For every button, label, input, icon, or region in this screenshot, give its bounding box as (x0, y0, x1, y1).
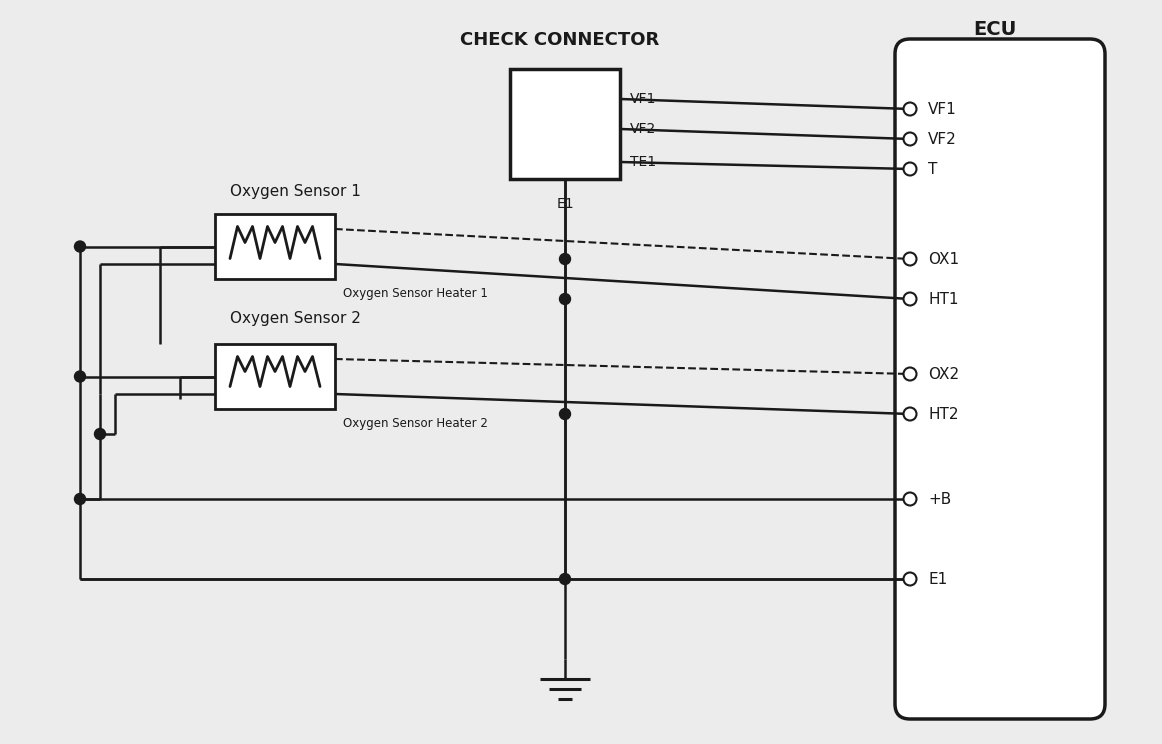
Circle shape (559, 574, 571, 585)
Circle shape (904, 162, 917, 176)
Text: Oxygen Sensor Heater 2: Oxygen Sensor Heater 2 (343, 417, 488, 430)
Text: VF1: VF1 (630, 92, 657, 106)
Circle shape (904, 408, 917, 420)
Circle shape (904, 132, 917, 146)
Text: +B: +B (928, 492, 952, 507)
Circle shape (904, 292, 917, 306)
Bar (215, 344, 335, 409)
Circle shape (74, 241, 86, 252)
Circle shape (559, 408, 571, 420)
Text: OX2: OX2 (928, 367, 959, 382)
Circle shape (904, 103, 917, 115)
Circle shape (904, 493, 917, 505)
Text: VF1: VF1 (928, 101, 956, 117)
Circle shape (74, 371, 86, 382)
Circle shape (904, 572, 917, 586)
Bar (215, 214, 335, 279)
Circle shape (559, 254, 571, 265)
Text: Oxygen Sensor 2: Oxygen Sensor 2 (230, 311, 361, 326)
Text: E1: E1 (557, 197, 574, 211)
FancyBboxPatch shape (895, 39, 1105, 719)
Text: TE1: TE1 (630, 155, 657, 169)
Bar (510, 69, 621, 179)
Text: VF2: VF2 (630, 122, 657, 136)
Circle shape (74, 493, 86, 504)
Text: HT2: HT2 (928, 406, 959, 422)
Circle shape (559, 293, 571, 304)
Circle shape (904, 252, 917, 266)
Text: T: T (928, 161, 938, 176)
Circle shape (94, 429, 106, 440)
Circle shape (904, 368, 917, 380)
Text: E1: E1 (928, 571, 947, 586)
Text: HT1: HT1 (928, 292, 959, 307)
Text: CHECK CONNECTOR: CHECK CONNECTOR (460, 31, 660, 49)
Text: VF2: VF2 (928, 132, 956, 147)
Text: ECU: ECU (974, 20, 1017, 39)
Text: Oxygen Sensor Heater 1: Oxygen Sensor Heater 1 (343, 287, 488, 300)
Text: OX1: OX1 (928, 251, 959, 266)
Text: Oxygen Sensor 1: Oxygen Sensor 1 (230, 184, 361, 199)
